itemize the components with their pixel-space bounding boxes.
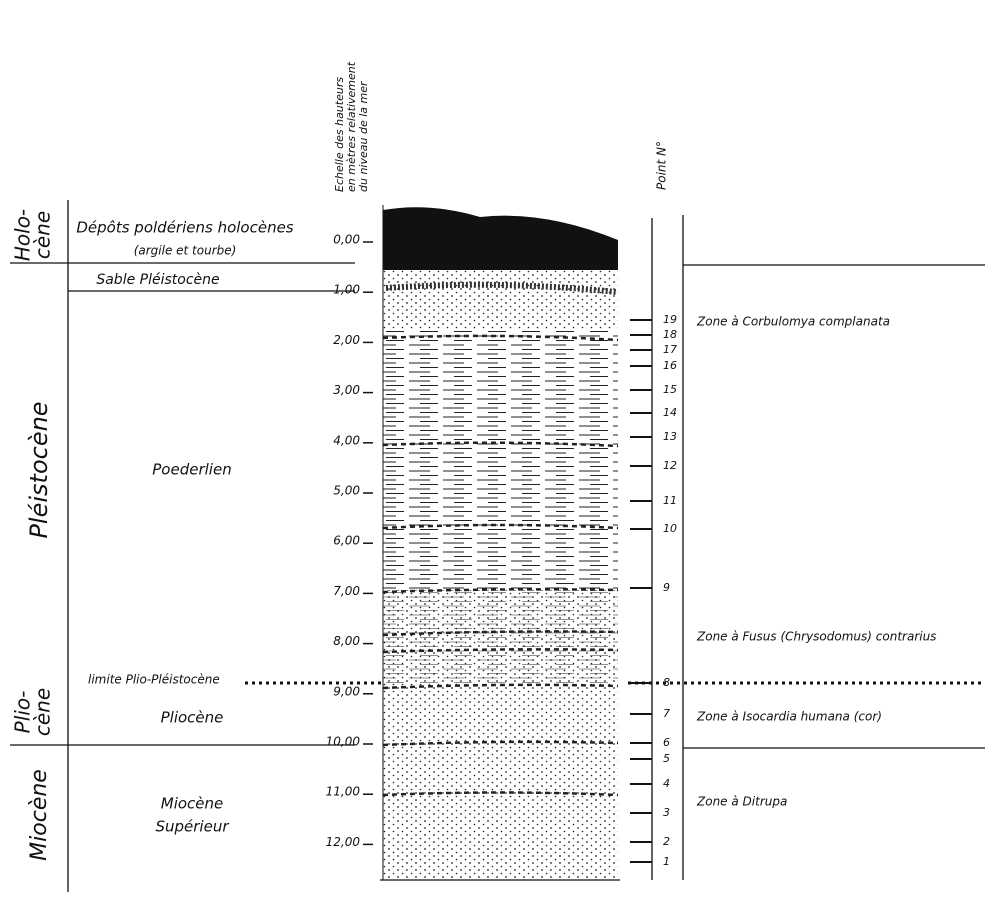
point-label: 13 (663, 430, 677, 443)
layer-label: Poederlien (152, 461, 231, 479)
scale-label: 2,00 (333, 333, 360, 347)
column (380, 205, 620, 880)
point-label: 8 (663, 676, 670, 689)
point-label: 10 (663, 522, 677, 535)
scale-label: 11,00 (326, 785, 361, 799)
zone-label: Zone à Isocardia humana (cor) (696, 710, 882, 724)
point-label: 16 (663, 359, 677, 372)
scale-label: 0,00 (333, 233, 360, 247)
point-label: 3 (663, 806, 670, 819)
epoch-label: Pléistocène (25, 401, 53, 538)
scale-title: du niveau de la mer (357, 80, 370, 192)
point-label: 12 (663, 459, 677, 472)
scale-label: 9,00 (333, 684, 360, 698)
zone-label: Zone à Ditrupa (696, 795, 787, 809)
epoch-label: cène (31, 211, 55, 259)
zone-label: Zone à Fusus (Chrysodomus) contrarius (696, 630, 936, 644)
scale-label: 1,00 (333, 283, 360, 297)
point-label: 1 (663, 855, 670, 868)
epoch-label: cène (31, 688, 55, 736)
point-label: 9 (663, 581, 670, 594)
layer-label: Pliocène (161, 709, 224, 727)
epoch-label: Miocène (27, 769, 52, 861)
point-label: 7 (663, 707, 670, 720)
scale-label: 12,00 (326, 835, 361, 849)
scale-label: 4,00 (333, 433, 360, 447)
scale-label: 8,00 (333, 634, 360, 648)
scale-label: 5,00 (333, 484, 360, 498)
point-label: 11 (663, 494, 677, 507)
point-label: 18 (663, 328, 677, 341)
scale-label: 3,00 (333, 383, 360, 397)
point-label: 4 (663, 777, 670, 790)
zone-label: Zone à Corbulomya complanata (696, 315, 890, 329)
point-label: 5 (663, 752, 670, 765)
point-label: 14 (663, 406, 677, 419)
point-label: 6 (663, 736, 670, 749)
layer-label: Sable Pléistocène (96, 272, 219, 288)
layer-label: Miocène (161, 795, 224, 813)
scale-label: 10,00 (326, 735, 361, 749)
scale-label: 6,00 (333, 534, 360, 548)
layer-label: Supérieur (155, 818, 229, 836)
stratigraphic-diagram: Echelle des hauteursen mètres relativeme… (0, 0, 990, 899)
layer-label: (argile et tourbe) (134, 244, 237, 258)
scale-label: 7,00 (333, 584, 360, 598)
point-label: 15 (663, 383, 677, 396)
point-label: 2 (663, 835, 670, 848)
point-label: 17 (663, 343, 677, 356)
boundary-label: limite Plio-Pléistocène (88, 673, 220, 687)
layer-label: Dépôts poldériens holocènes (76, 219, 293, 237)
point-label: 19 (663, 313, 677, 326)
points-title: Point N° (655, 141, 669, 190)
